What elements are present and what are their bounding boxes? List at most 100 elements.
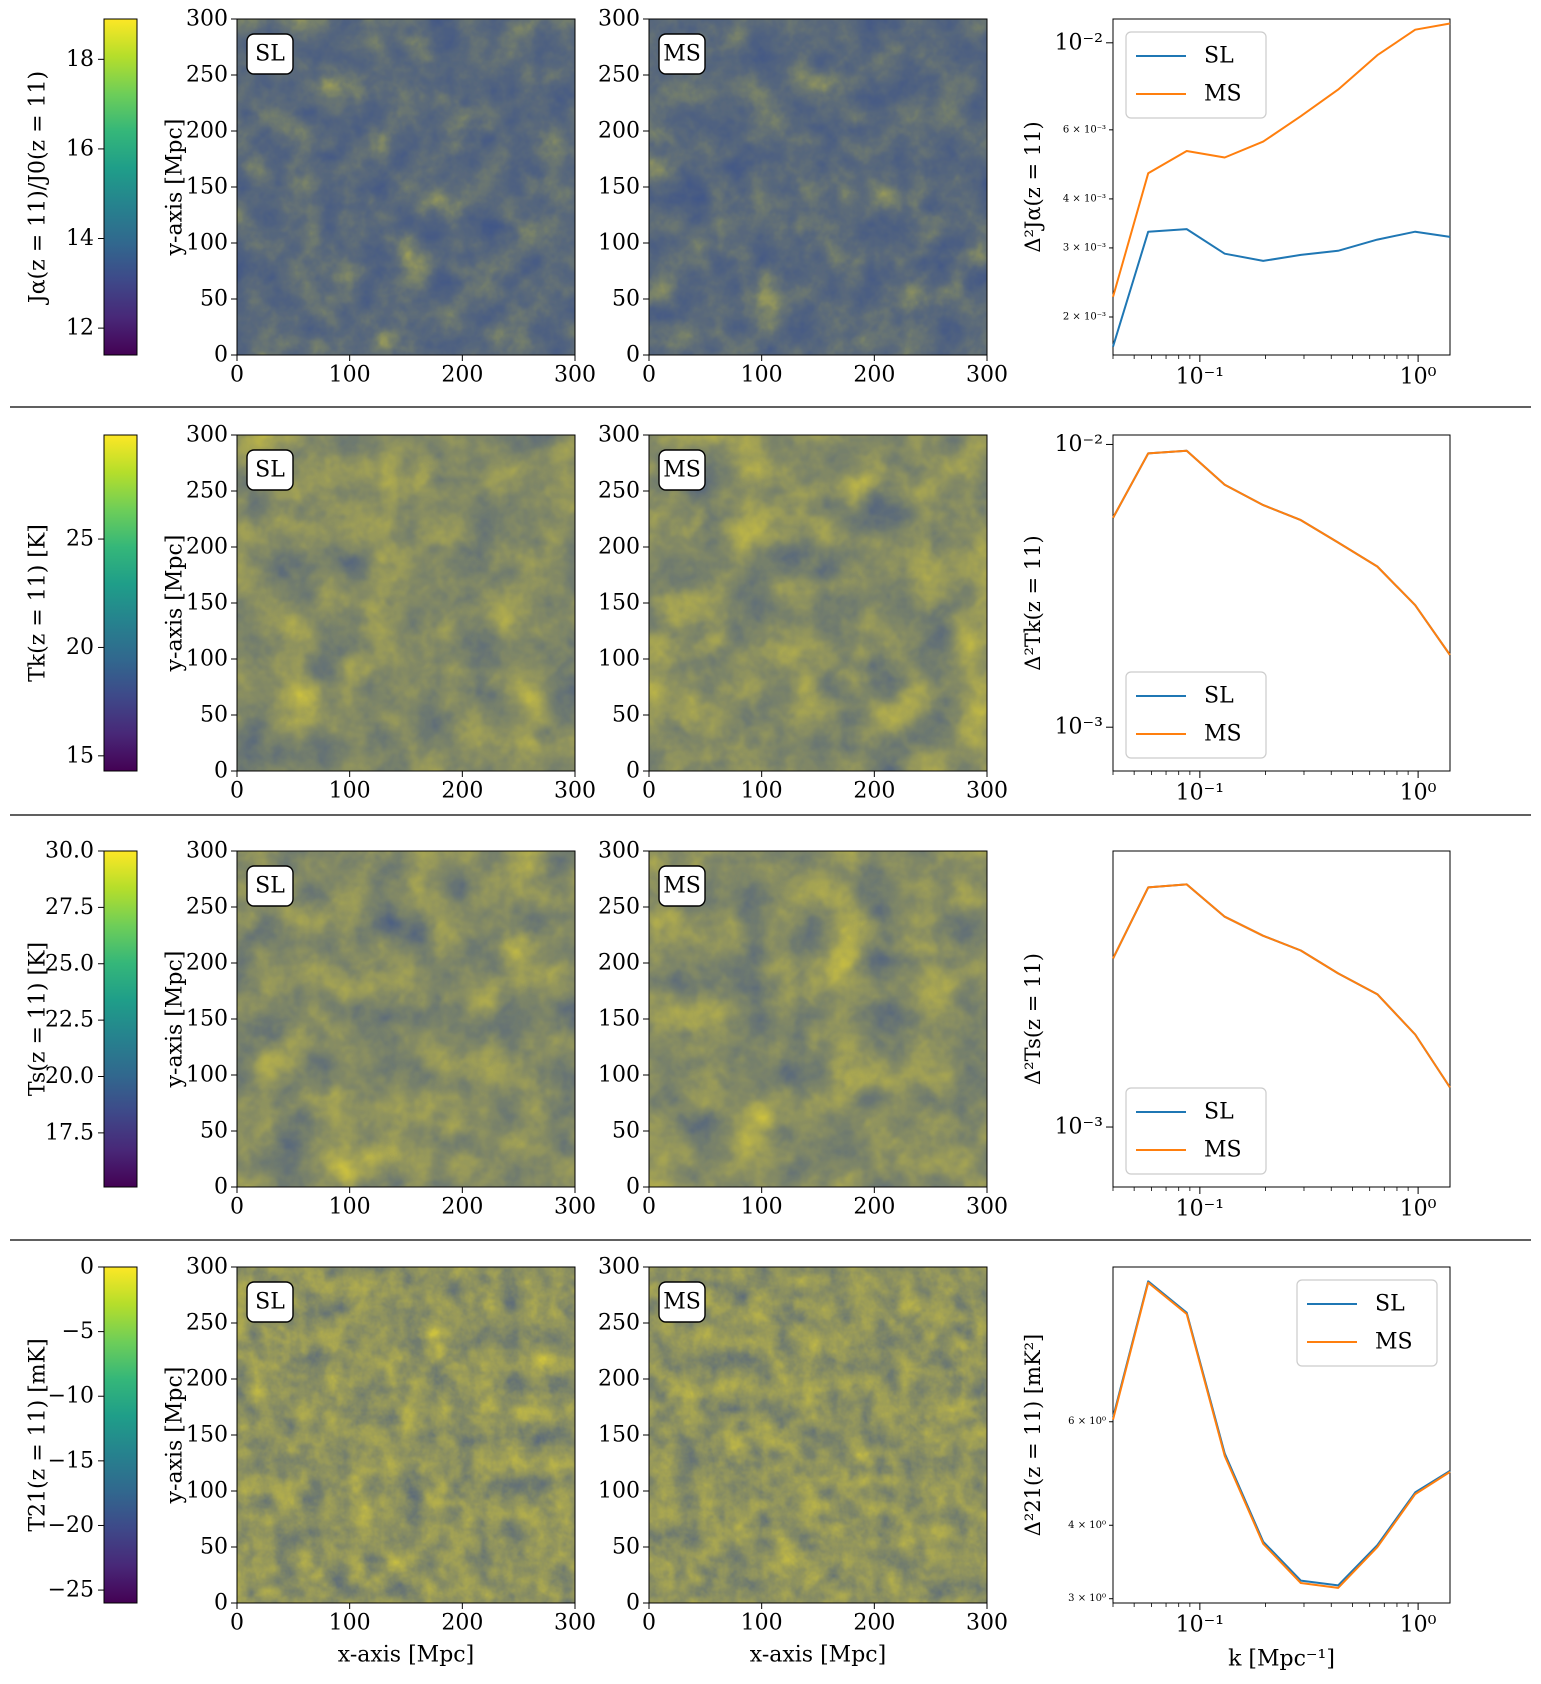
xtick-label: 10⁰ (1400, 781, 1437, 806)
map-ylabel: y-axis [Mpc] (163, 1367, 188, 1505)
figure-row-2: 15 20 25 Tk(z = 11) [K] SL 0 50 100 150 200 250 300… (26, 423, 1451, 806)
map-xtick-label: 0 (230, 1195, 244, 1220)
series-line-sl (1112, 228, 1451, 347)
map-ytick-label: 200 (186, 535, 228, 560)
map-ytick-label: 0 (626, 1175, 640, 1200)
colorbar (103, 434, 138, 772)
map-panel-sl: SL 0 50 100 150 200 250 300 0 100 200 300 y-axis [Mp… (163, 1255, 597, 1668)
density-map (237, 19, 575, 355)
map-xtick-label: 200 (853, 363, 895, 388)
map-ytick-label: 300 (186, 839, 228, 864)
colorbar-label: Tk(z = 11) [K] (26, 524, 51, 682)
map-xtick-label: 300 (554, 1611, 596, 1636)
map-ytick-label: 50 (612, 287, 640, 312)
map-ytick-label: 250 (186, 479, 228, 504)
colorbar-label: Ts(z = 11) [K] (26, 942, 51, 1096)
ytick-label: 10⁻³ (1055, 715, 1103, 740)
map-ytick-label: 200 (186, 1367, 228, 1392)
map-ytick-label: 200 (598, 535, 640, 560)
legend-box (1125, 31, 1267, 119)
map-ytick-label: 100 (186, 647, 228, 672)
xtick-label: 10⁻¹ (1176, 1197, 1224, 1222)
density-map (649, 19, 987, 355)
map-xtick-label: 0 (230, 779, 244, 804)
colorbar-tick-label: 25.0 (45, 951, 94, 976)
colorbar-label: Jα(z = 11)/J0(z = 11) (26, 71, 51, 305)
legend-label: MS (1204, 82, 1242, 107)
map-ytick-label: 50 (200, 287, 228, 312)
series-line-sl (1112, 1280, 1451, 1587)
ytick-label: 2 × 10⁻³ (1063, 311, 1106, 322)
ytick-label: 4 × 10⁰ (1068, 1520, 1106, 1531)
map-xtick-label: 200 (441, 779, 483, 804)
panel-tag: SL (255, 42, 285, 67)
map-ytick-label: 100 (598, 1479, 640, 1504)
ytick-label: 10⁻² (1055, 432, 1103, 457)
map-ytick-label: 150 (598, 591, 640, 616)
panel-tag-box (246, 865, 294, 907)
panel-tag-box (658, 1281, 706, 1323)
power-spectrum-chart: 10⁻¹ 10⁰ 6 × 10⁰ 4 × 10⁰ 3 × 10⁰ Δ²21(z = 11)… (1021, 1266, 1451, 1672)
map-xtick-label: 300 (554, 363, 596, 388)
map-ytick-label: 300 (598, 7, 640, 32)
map-ylabel: y-axis [Mpc] (163, 119, 188, 257)
xtick-label: 10⁰ (1400, 365, 1437, 390)
map-panel-ms: MS 0 50 100 150 200 250 300 0 100 200 300 (598, 7, 1008, 388)
colorbar-tick-label: 25 (66, 527, 94, 552)
density-map (649, 435, 987, 771)
figure-row-3: 17.5 20.0 22.5 25.0 27.5 30.0 Ts(z = 11) [K] SL… (26, 839, 1451, 1222)
map-ytick-label: 200 (186, 119, 228, 144)
ps-ylabel: Δ²Tk(z = 11) (1021, 535, 1045, 670)
map-ytick-label: 50 (612, 1535, 640, 1560)
panel-tag-box (246, 33, 294, 75)
map-xtick-label: 200 (441, 363, 483, 388)
map-xtick-label: 0 (642, 1611, 656, 1636)
map-xtick-label: 0 (230, 1611, 244, 1636)
map-ytick-label: 50 (612, 703, 640, 728)
map-ytick-label: 300 (598, 423, 640, 448)
panel-tag-box (658, 33, 706, 75)
series-line-ms (1112, 883, 1451, 1089)
map-xtick-label: 100 (329, 779, 371, 804)
ps-ylabel: Δ²Ts(z = 11) (1021, 953, 1045, 1085)
panel-tag: MS (663, 42, 701, 67)
map-panel-ms: MS 0 50 100 150 200 250 300 0 100 200 300 x-axis [Mp… (598, 1255, 1008, 1668)
map-panel-sl: SL 0 50 100 150 200 250 300 0 100 200 300 y-axis [Mp… (163, 423, 597, 804)
colorbar-label: T21(z = 11) [mK] (26, 1338, 51, 1531)
legend-label: MS (1204, 1138, 1242, 1163)
map-ytick-label: 250 (186, 895, 228, 920)
xtick-label: 10⁰ (1400, 1613, 1437, 1638)
map-ytick-label: 0 (214, 1175, 228, 1200)
colorbar-tick-label: 15 (66, 743, 94, 768)
map-xtick-label: 200 (853, 1611, 895, 1636)
series-line-ms (1112, 1281, 1451, 1589)
panel-tag: MS (663, 1290, 701, 1315)
map-ytick-label: 0 (214, 1591, 228, 1616)
map-ytick-label: 200 (186, 951, 228, 976)
panel-tag: MS (663, 874, 701, 899)
ytick-label: 6 × 10⁰ (1068, 1416, 1106, 1427)
panel-tag-box (658, 449, 706, 491)
map-xtick-label: 300 (554, 1195, 596, 1220)
map-ylabel: y-axis [Mpc] (163, 951, 188, 1089)
ytick-label: 10⁻² (1055, 30, 1103, 55)
power-spectrum-chart: 10⁻¹ 10⁰ 10⁻² 10⁻³ Δ²Tk(z = 11) SL MS (1021, 432, 1451, 806)
map-panel-sl: SL 0 50 100 150 200 250 300 0 100 200 300 y-axis [Mp… (163, 839, 597, 1220)
ytick-label: 3 × 10⁰ (1068, 1593, 1106, 1604)
map-ytick-label: 100 (186, 1479, 228, 1504)
map-ytick-label: 100 (186, 231, 228, 256)
colorbar-tick-label: 20 (66, 635, 94, 660)
map-xtick-label: 200 (441, 1195, 483, 1220)
colorbar-tick-label: 0 (80, 1255, 94, 1280)
map-xtick-label: 300 (966, 779, 1008, 804)
map-ytick-label: 300 (598, 1255, 640, 1280)
map-ytick-label: 300 (186, 1255, 228, 1280)
map-ytick-label: 250 (598, 895, 640, 920)
colorbar-tick-label: −5 (62, 1319, 94, 1344)
colorbar-tick-label: 22.5 (45, 1008, 94, 1033)
map-xtick-label: 0 (642, 1195, 656, 1220)
map-xtick-label: 200 (853, 1195, 895, 1220)
density-map (237, 435, 575, 771)
ytick-label: 4 × 10⁻³ (1063, 193, 1106, 204)
